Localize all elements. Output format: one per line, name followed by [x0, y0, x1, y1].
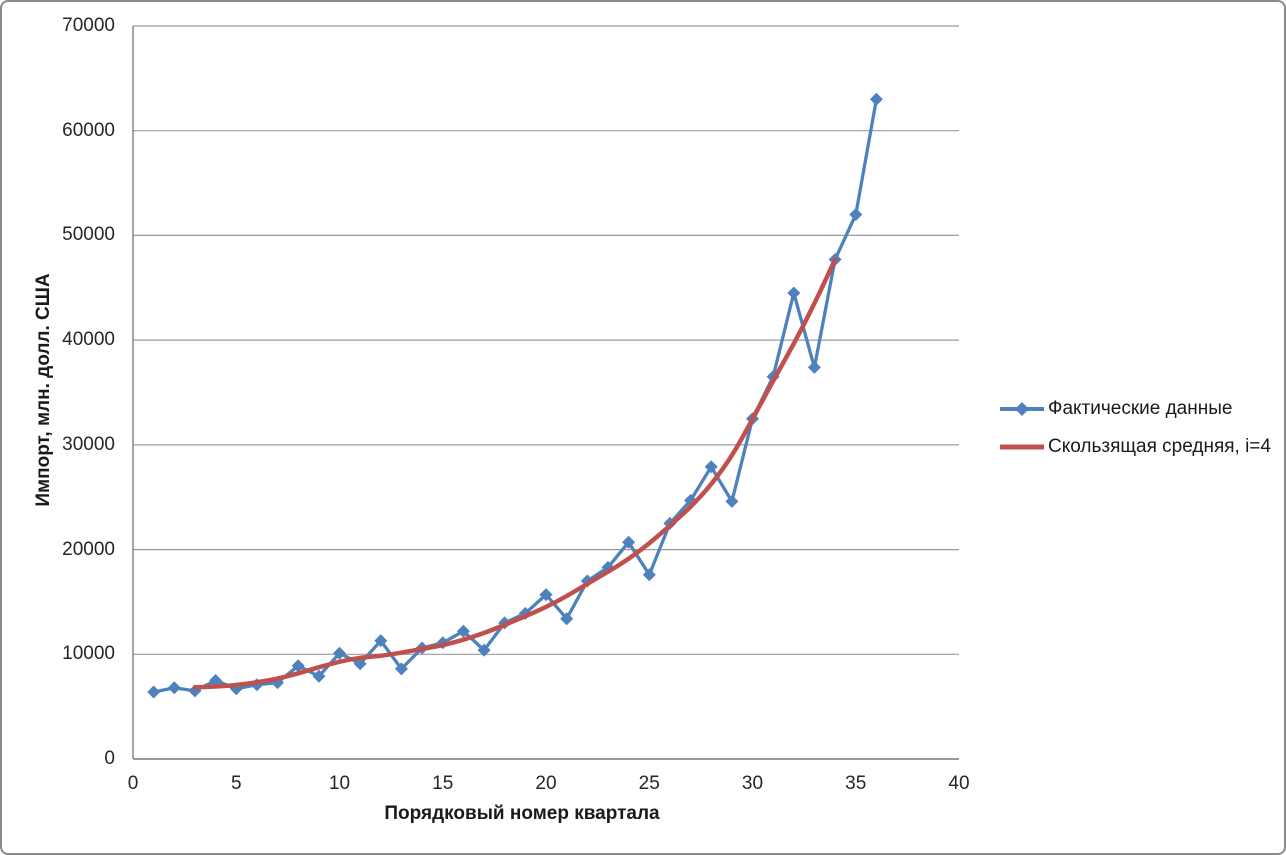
- data-point-marker: [560, 612, 574, 626]
- data-point-marker: [725, 494, 739, 508]
- legend-item-actual: Фактические данные: [999, 396, 1271, 422]
- y-tick-label: 20000: [62, 538, 115, 560]
- data-point-marker: [456, 624, 470, 638]
- data-point-marker: [849, 208, 863, 221]
- y-tick-label: 60000: [62, 119, 115, 141]
- legend-label-actual: Фактические данные: [1048, 398, 1233, 419]
- x-tick-label: 35: [845, 773, 867, 794]
- legend-label-moving-average: Скользящая средняя, i=4: [1048, 436, 1271, 457]
- data-point-marker: [807, 360, 821, 374]
- data-point-marker: [167, 681, 181, 695]
- x-tick-label: 0: [127, 773, 139, 794]
- x-tick-label: 40: [948, 773, 970, 794]
- y-tick-label: 10000: [62, 643, 115, 665]
- legend: Фактические данные Скользящая средняя, i…: [999, 396, 1271, 472]
- x-tick-label: 5: [230, 773, 242, 794]
- x-tick-label: 10: [328, 773, 351, 794]
- data-point-marker: [477, 643, 491, 657]
- x-tick-label: 20: [535, 773, 557, 794]
- legend-item-moving-average: Скользящая средняя, i=4: [999, 434, 1271, 460]
- data-point-marker: [394, 662, 408, 676]
- data-point-marker: [312, 669, 326, 683]
- data-point-marker: [869, 92, 883, 106]
- x-tick-label: 25: [638, 773, 660, 794]
- data-point-marker: [539, 588, 553, 602]
- data-point-marker: [787, 286, 801, 300]
- data-point-marker: [291, 659, 305, 673]
- x-tick-label: 30: [741, 773, 764, 794]
- series-moving-average-line: [192, 257, 838, 690]
- legend-swatch-moving-average-line-icon: [999, 439, 1045, 455]
- y-tick-label: 40000: [62, 329, 115, 351]
- data-point-marker: [147, 685, 161, 699]
- data-point-marker: [374, 634, 388, 648]
- data-point-marker: [642, 568, 656, 582]
- y-tick-label: 50000: [62, 224, 115, 246]
- x-axis-title: Порядковый номер квартала: [384, 803, 660, 824]
- series-actual-line: [152, 97, 879, 694]
- legend-swatch-actual-line-icon: [999, 401, 1045, 417]
- data-point-marker: [622, 535, 636, 549]
- data-point-marker: [333, 646, 346, 660]
- y-axis-title: Импорт, млн. долл. США: [33, 273, 54, 507]
- y-tick-label: 70000: [62, 15, 115, 36]
- y-tick-label: 0: [104, 748, 115, 769]
- data-point-marker: [704, 460, 718, 474]
- y-tick-label: 30000: [62, 433, 115, 455]
- data-point-marker: [209, 674, 223, 687]
- x-tick-label: 15: [432, 773, 454, 794]
